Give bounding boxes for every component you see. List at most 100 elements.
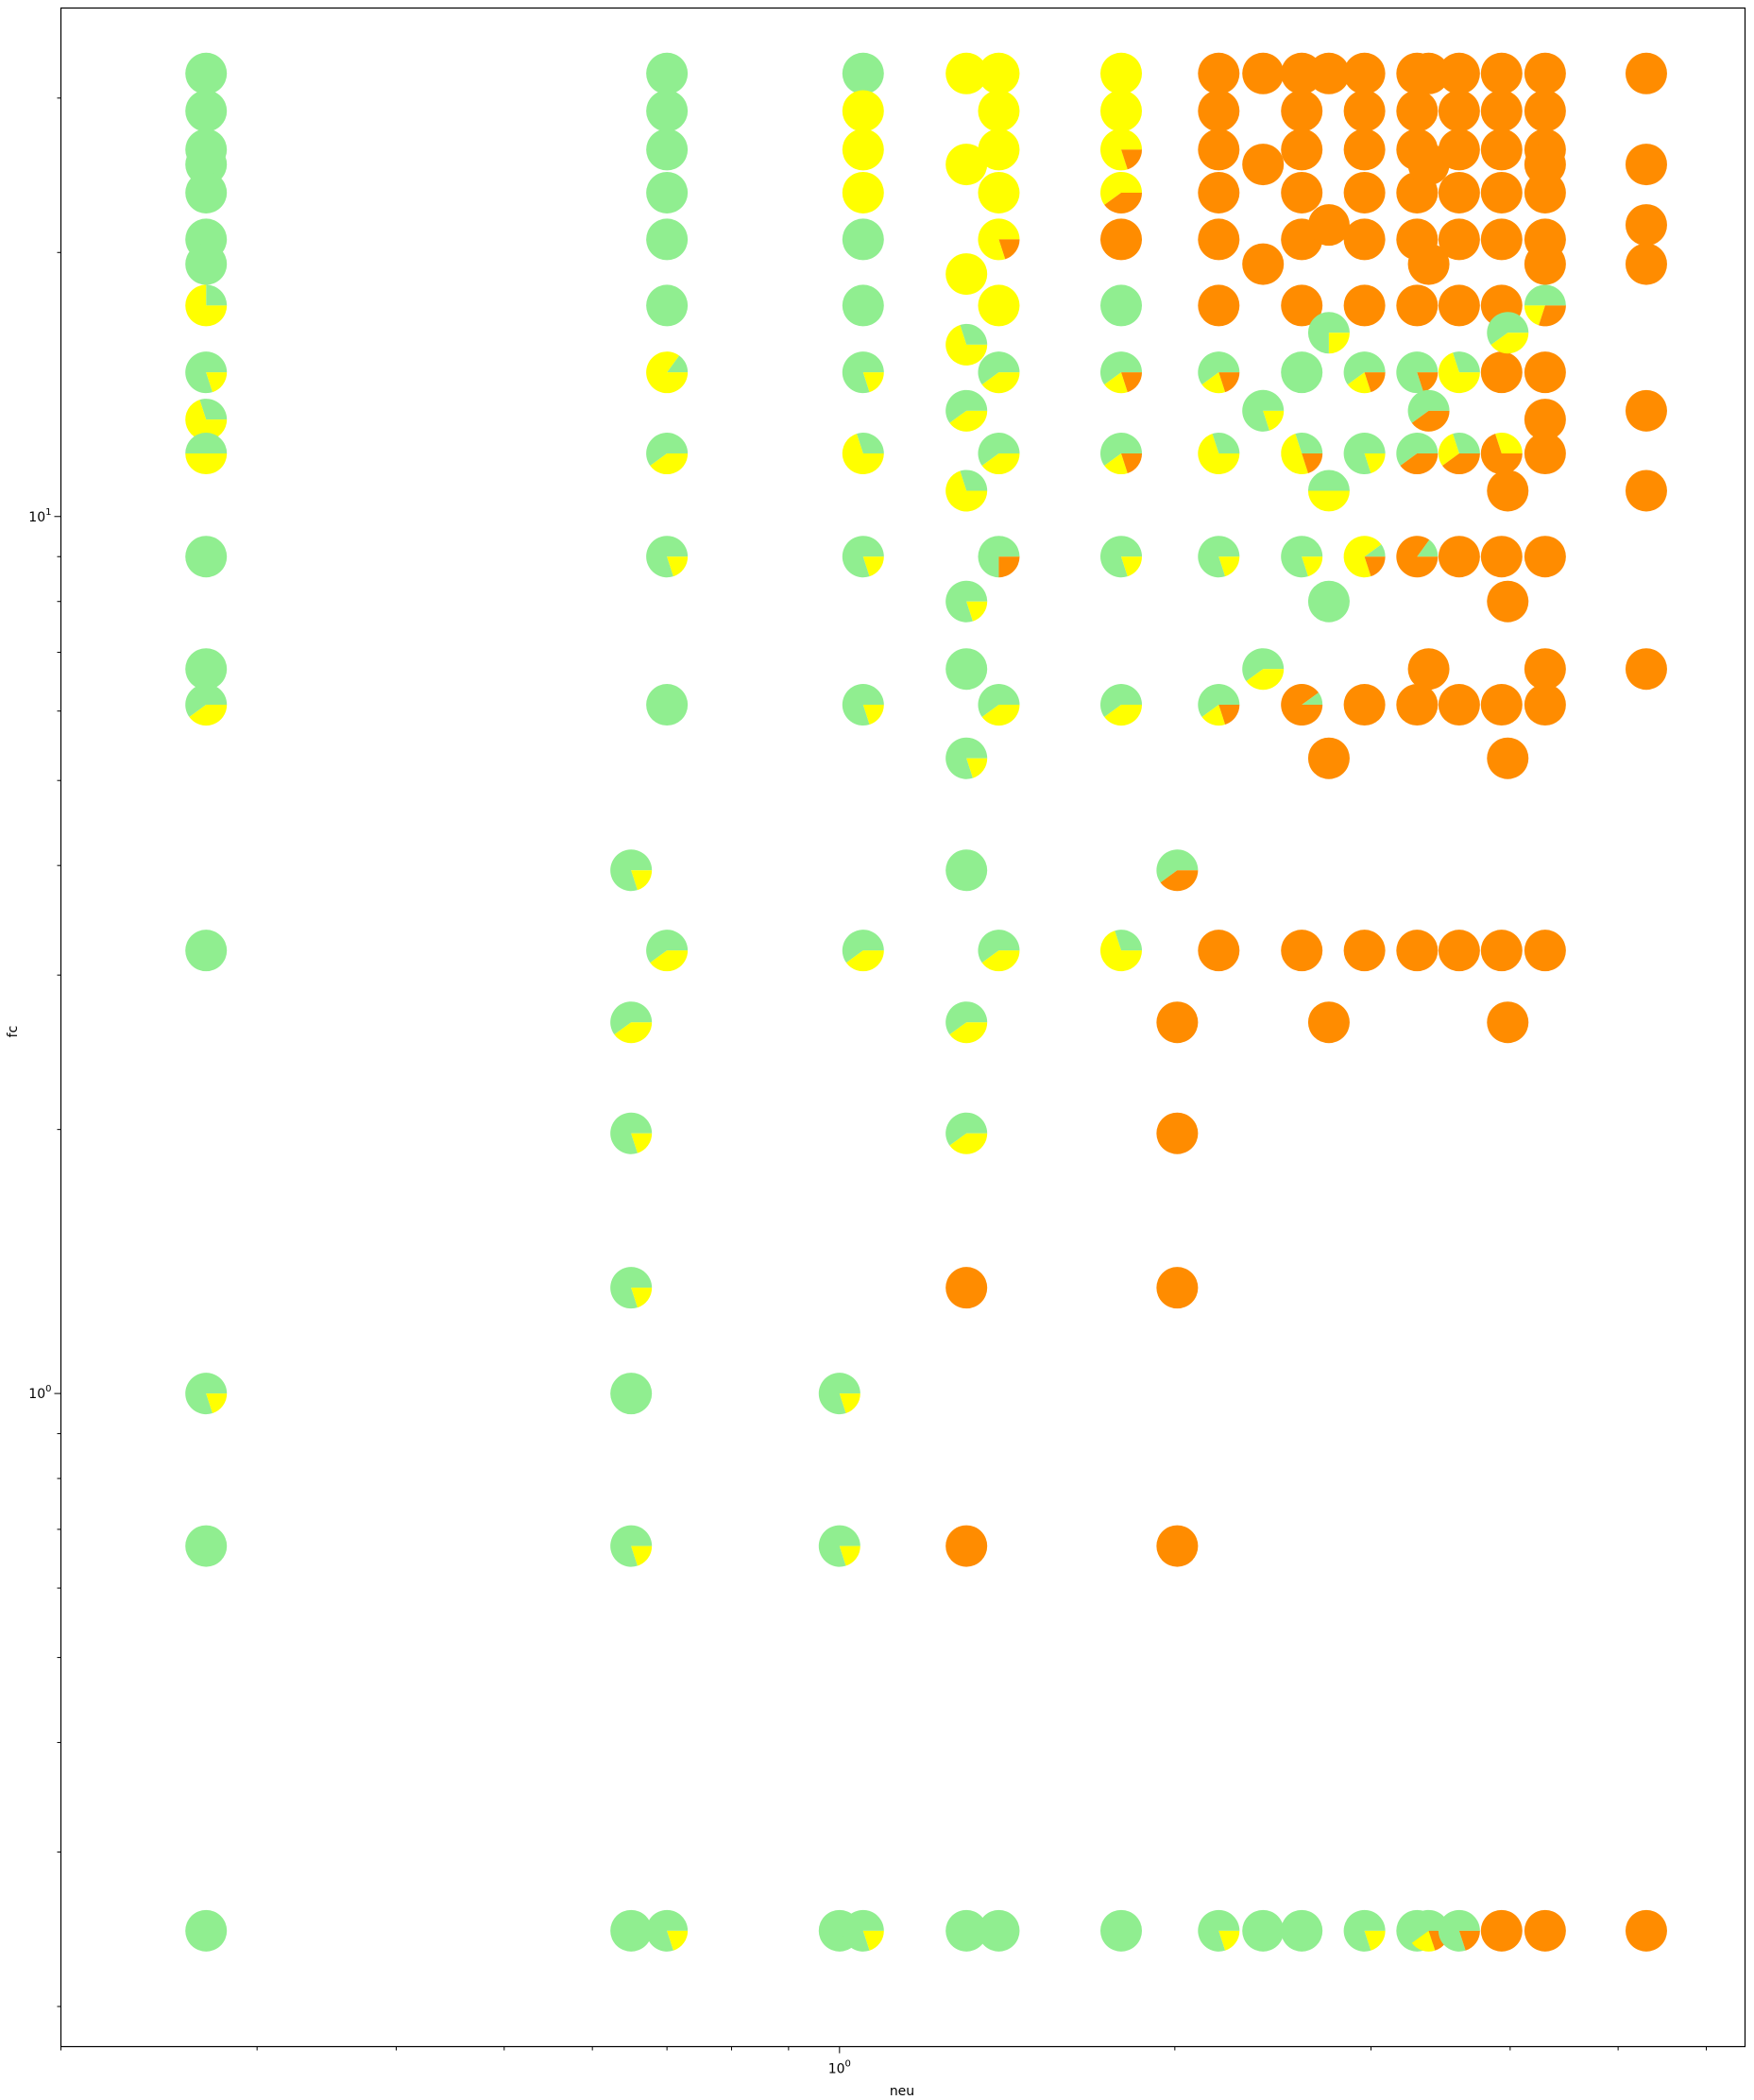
pie-slice-green (1281, 1909, 1323, 1952)
pie-marker (185, 648, 228, 691)
pie-slice-orange (1480, 684, 1523, 726)
pie-marker (646, 284, 689, 327)
pie-marker (1625, 470, 1667, 512)
pie-slice-yellow (862, 556, 884, 577)
pie-slice-yellow (631, 1288, 653, 1308)
pie-marker (945, 1267, 988, 1309)
pie-marker (1198, 930, 1240, 972)
pie-slice-yellow (862, 1930, 884, 1951)
pie-slice-yellow (1281, 434, 1308, 475)
pie-marker (978, 684, 1020, 726)
pie-slice-orange (1480, 218, 1523, 261)
pie-slice-orange (1524, 648, 1566, 691)
pie-slice-orange (1480, 171, 1523, 213)
pie-marker (1438, 284, 1480, 327)
pie-marker (842, 1909, 884, 1952)
pie-marker (1343, 171, 1386, 213)
pie-marker (1524, 243, 1566, 285)
pie-slice-orange (1625, 470, 1667, 512)
pie-marker (1407, 389, 1450, 432)
pie-slice-yellow (966, 758, 988, 778)
pie-marker (1281, 536, 1323, 578)
pie-marker (1198, 171, 1240, 213)
pie-marker (1625, 243, 1667, 285)
pie-marker (1242, 389, 1285, 432)
pie-marker (1487, 580, 1529, 623)
pie-slice-green (945, 648, 988, 691)
pie-slice-yellow (842, 90, 884, 132)
pie-marker (978, 433, 1020, 475)
pie-slice-yellow (978, 171, 1020, 213)
pie-marker (1307, 470, 1350, 512)
pie-marker (646, 930, 689, 972)
pie-slice-green (185, 433, 228, 454)
pie-marker (945, 253, 988, 296)
pie-marker (1396, 536, 1439, 578)
pie-marker (1524, 1909, 1566, 1952)
pie-slice-orange (1343, 684, 1386, 726)
pie-marker (1100, 930, 1143, 972)
pie-marker (1198, 90, 1240, 132)
pie-marker (1156, 1001, 1199, 1044)
pie-slice-green (1295, 433, 1323, 454)
pie-marker (978, 284, 1020, 327)
pie-marker (1343, 351, 1386, 394)
pie-slice-yellow (1100, 90, 1143, 132)
pie-slice-green (185, 171, 228, 213)
pie-marker (610, 1112, 653, 1154)
pie-slice-green (945, 849, 988, 892)
pie-slice-green (1438, 1909, 1480, 1952)
pie-slice-orange (1100, 218, 1143, 261)
pie-marker (1396, 930, 1439, 972)
pie-marker (1407, 243, 1450, 285)
pie-slice-green (1343, 351, 1386, 385)
pie-slice-yellow (1438, 352, 1480, 394)
pie-slice-orange (1156, 1525, 1199, 1567)
pie-slice-yellow (1364, 1930, 1386, 1951)
pie-slice-yellow (842, 128, 884, 171)
pie-slice-yellow (842, 434, 884, 475)
pie-marker (1343, 90, 1386, 132)
pie-marker (945, 1001, 988, 1044)
pie-slice-orange (1302, 453, 1323, 473)
pie-slice-orange (1343, 218, 1386, 261)
pie-marker (1307, 52, 1350, 94)
pie-slice-orange (1407, 243, 1450, 285)
pie-marker (1407, 52, 1450, 94)
pie-slice-green (842, 930, 884, 964)
pie-marker (1487, 1001, 1529, 1044)
pie-slice-yellow (945, 52, 988, 94)
pie-marker (945, 737, 988, 779)
pie-slice-orange (1524, 536, 1566, 578)
pie-marker (1524, 90, 1566, 132)
pie-marker (818, 1373, 860, 1415)
pie-slice-orange (1281, 128, 1323, 171)
pie-marker (1396, 684, 1439, 726)
pie-marker (978, 1909, 1020, 1952)
pie-slice-green (1198, 536, 1240, 578)
pie-slice-green (1242, 389, 1285, 432)
pie-slice-orange (1438, 930, 1480, 972)
pie-slice-yellow (1494, 433, 1523, 454)
pie-slice-green (1343, 433, 1386, 475)
pie-slice-green (646, 128, 689, 171)
pie-slice-green (1242, 1909, 1285, 1952)
pie-marker (646, 90, 689, 132)
pie-slice-green (1100, 684, 1143, 717)
pie-marker (646, 684, 689, 726)
pie-slice-green (978, 684, 1020, 717)
pie-slice-green (945, 389, 988, 423)
pie-slice-yellow (1347, 372, 1371, 394)
pie-slice-orange (1160, 870, 1199, 892)
pie-slice-orange (1458, 1930, 1480, 1951)
pie-slice-yellow (978, 218, 1020, 261)
pie-slice-orange (1539, 305, 1566, 327)
pie-slice-orange (1625, 204, 1667, 247)
pie-marker (185, 930, 228, 972)
pie-slice-yellow (1490, 333, 1529, 354)
pie-slice-orange (1198, 128, 1240, 171)
pie-marker (646, 171, 689, 213)
pie-marker (945, 144, 988, 186)
pie-marker (610, 1525, 653, 1567)
pie-slice-yellow (650, 950, 689, 972)
